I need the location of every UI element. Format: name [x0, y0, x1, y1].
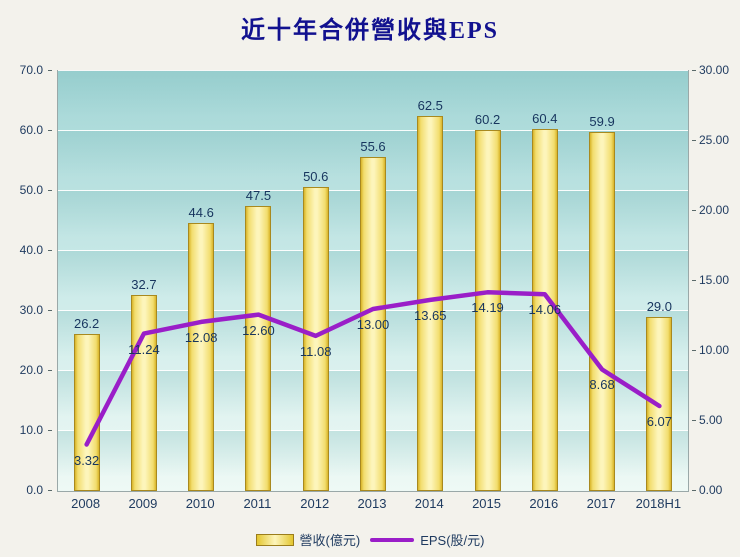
left-axis-tick-mark	[48, 70, 52, 71]
x-axis-label: 2016	[529, 496, 559, 511]
revenue-bar	[130, 294, 157, 491]
bar-value-label: 59.9	[589, 113, 615, 129]
eps-value-label: 6.07	[646, 414, 673, 430]
bar-value-label: 32.7	[131, 276, 157, 292]
right-axis-tick-mark	[692, 210, 696, 211]
right-axis-tick-label: 30.00	[699, 63, 730, 77]
bar-value-label: 26.2	[73, 315, 100, 331]
left-axis-tick-mark	[48, 130, 52, 131]
left-axis-tick-label: 0.0	[26, 483, 43, 497]
left-axis-tick-label: 70.0	[19, 63, 43, 77]
right-axis-tick-label: 25.00	[699, 133, 730, 147]
revenue-bar	[73, 333, 100, 491]
revenue-bar	[245, 206, 272, 491]
x-axis-label: 2017	[586, 496, 616, 511]
legend-item: 營收(億元)	[255, 530, 361, 549]
left-axis-tick-mark	[48, 250, 52, 251]
eps-value-label: 8.68	[589, 377, 615, 393]
left-axis-tick-mark	[48, 490, 52, 491]
left-axis-tick-mark	[48, 190, 52, 191]
x-axis-label: 2011	[243, 496, 272, 511]
x-axis: 2008 2009 2010 2011 2012 2013 2014 2015 2016 2017…	[57, 494, 687, 514]
legend-series-label: 營收(億元)	[299, 533, 361, 548]
eps-value-label: 14.19	[471, 300, 504, 316]
eps-value-label: 3.32	[73, 452, 100, 468]
gridline	[58, 130, 688, 131]
left-axis-tick-label: 30.0	[19, 303, 43, 317]
left-axis-tick-label: 20.0	[19, 363, 43, 377]
legend-line-swatch	[370, 537, 415, 542]
right-axis-tick-label: 0.00	[699, 483, 723, 497]
x-axis-label: 2008	[71, 496, 101, 511]
eps-value-label: 13.00	[356, 317, 390, 332]
bar-value-label: 60.4	[532, 110, 558, 126]
x-axis-label: 2018H1	[635, 496, 682, 511]
legend-bar-swatch	[255, 533, 294, 546]
x-axis-label: 2012	[300, 496, 330, 511]
bar-value-label: 62.5	[417, 98, 443, 113]
left-axis-tick-mark	[48, 370, 52, 371]
right-axis-tick-label: 5.00	[699, 413, 723, 427]
legend: 營收(億元) EPS(股/元)	[0, 530, 740, 549]
right-axis-tick-label: 15.00	[699, 273, 730, 287]
eps-value-label: 14.06	[528, 302, 562, 318]
revenue-bar	[302, 187, 329, 491]
right-axis-tick-mark	[692, 490, 696, 491]
x-axis-label: 2010	[185, 496, 215, 511]
right-axis-tick-mark	[692, 350, 696, 351]
eps-line-svg	[84, 290, 662, 447]
right-axis-tick-mark	[692, 70, 696, 71]
bar-value-label: 29.0	[646, 299, 673, 314]
revenue-bar	[474, 129, 501, 491]
legend-series-label: EPS(股/元)	[420, 533, 485, 548]
revenue-bar	[360, 157, 386, 491]
left-axis-tick-label: 50.0	[19, 183, 43, 197]
x-axis-label: 2014	[414, 496, 444, 511]
bar-value-label: 44.6	[188, 205, 214, 221]
eps-line	[84, 290, 662, 447]
bar-value-label: 55.6	[360, 139, 386, 155]
eps-value-label: 12.60	[242, 322, 275, 338]
eps-value-label: 11.24	[128, 341, 160, 357]
x-axis-label: 2015	[472, 496, 501, 511]
left-axis-tick-label: 40.0	[19, 243, 43, 257]
eps-value-label: 11.08	[299, 343, 332, 359]
chart-title: 近十年合併營收與EPS	[240, 18, 499, 44]
left-axis-tick-mark	[48, 430, 52, 431]
left-axis-tick-label: 10.0	[19, 423, 43, 437]
revenue-bar	[188, 223, 215, 491]
right-axis-tick-label: 20.00	[699, 203, 730, 217]
left-axis-tick-label: 60.0	[19, 123, 43, 137]
eps-value-label: 12.08	[184, 329, 218, 345]
right-axis: 0.00 5.00 10.00 15.00 20.00 25.00 30.00	[692, 63, 740, 497]
left-axis-tick-mark	[48, 310, 52, 311]
bar-value-label: 47.5	[245, 188, 272, 203]
x-axis-label: 2013	[357, 496, 387, 511]
right-axis-tick-mark	[692, 420, 696, 421]
right-axis-tick-mark	[692, 140, 696, 141]
eps-value-label: 13.65	[413, 307, 447, 323]
right-axis-tick-label: 10.00	[699, 343, 730, 357]
left-axis: 0.0 10.0 20.0 30.0 40.0 50.0 60.0 70.0	[0, 63, 52, 497]
gridline	[58, 70, 688, 71]
legend-item: EPS(股/元)	[370, 530, 484, 549]
x-axis-label: 2009	[128, 496, 158, 511]
bar-value-label: 50.6	[303, 169, 329, 185]
bar-value-label: 60.2	[474, 111, 501, 127]
right-axis-tick-mark	[692, 280, 696, 281]
revenue-bar	[589, 131, 616, 491]
plot-area: 26.2 32.7 44.6 47.5 50.6 55.6 62.5 60.2 60.4 59.9…	[57, 70, 689, 492]
revenue-bar	[531, 128, 558, 491]
